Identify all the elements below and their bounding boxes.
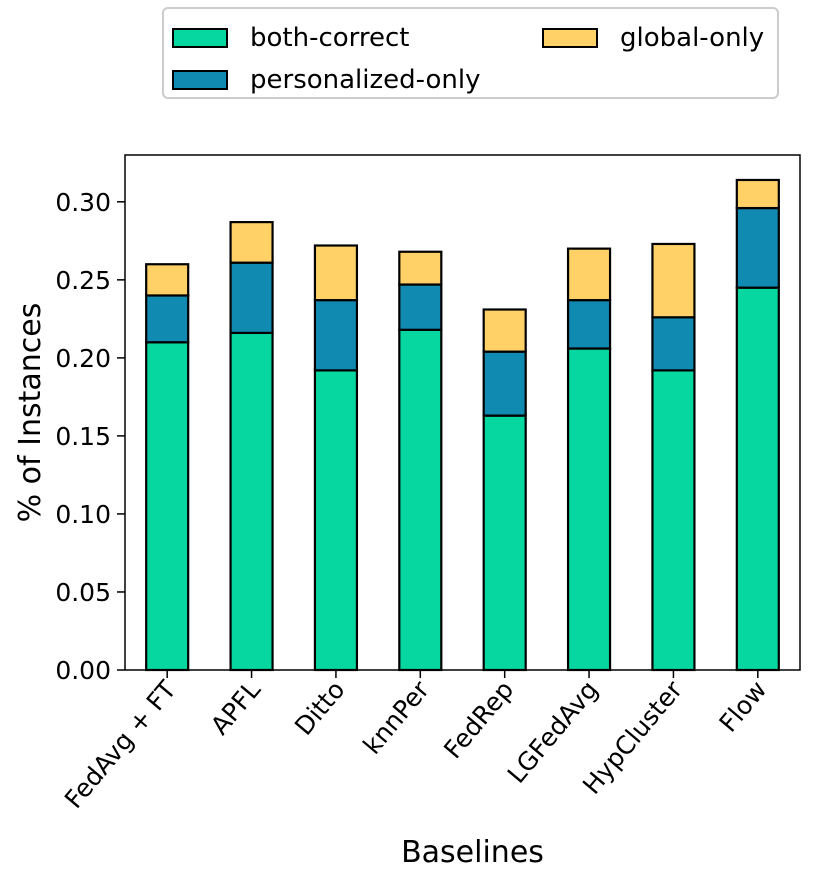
bar-global-only [651, 242, 696, 319]
bar-personalized-only [229, 261, 274, 335]
x-axis-label: Baselines [401, 835, 544, 870]
legend-label-personalized-only: personalized-only [250, 65, 481, 95]
x-tick-label: FedRep [438, 675, 519, 764]
bar-both-correct [651, 369, 696, 672]
y-tick-label: 0.25 [55, 266, 111, 295]
legend-entry-personalized-only: personalized-only [172, 65, 481, 95]
x-axis: FedAvg + FT APFL Ditto knnPer FedRepLGFedAvg… [59, 670, 773, 814]
bar-global-only [145, 263, 190, 297]
bar-both-correct [313, 369, 359, 672]
bar-global-only [566, 247, 612, 302]
x-tick-label: Flow [714, 675, 773, 737]
legend-label-both-correct: both-correct [250, 23, 410, 53]
bar-personalized-only [482, 350, 527, 417]
bar-personalized-only [566, 299, 612, 350]
x-tick-label: Ditto [289, 675, 350, 740]
y-tick-label: 0.20 [55, 344, 111, 373]
bar-personalized-only [651, 316, 696, 372]
bar-personalized-only [313, 299, 359, 372]
bar-global-only [398, 250, 443, 286]
legend-entry-both-correct: both-correct [172, 23, 410, 53]
bar-both-correct [398, 328, 443, 672]
bar-both-correct [735, 286, 780, 672]
y-axis: 0.00 0.05 0.10 0.15 0.20 0.25 0.30 [55, 188, 125, 685]
y-tick-label: 0.00 [55, 656, 111, 685]
bar-global-only [735, 178, 780, 210]
x-tick-label: knnPer [357, 675, 435, 760]
bar-global-only [482, 308, 527, 353]
y-axis-label: % of Instances [13, 303, 48, 523]
y-tick-label: 0.05 [55, 578, 111, 607]
y-tick-label: 0.15 [55, 422, 111, 451]
legend-swatch-personalized-only [172, 70, 228, 90]
bar-global-only [313, 244, 359, 302]
legend: both-correct personalized-only global-on… [162, 7, 779, 99]
bars-group [145, 178, 780, 672]
bar-both-correct [145, 341, 190, 672]
bar-personalized-only [735, 206, 780, 289]
bar-personalized-only [145, 294, 190, 344]
legend-entry-global-only: global-only [542, 23, 764, 53]
bar-personalized-only [398, 283, 443, 331]
legend-swatch-both-correct [172, 28, 228, 48]
legend-label-global-only: global-only [620, 23, 765, 53]
y-tick-label: 0.30 [55, 188, 111, 217]
x-tick-label: FedAvg + FT [59, 675, 182, 814]
bar-both-correct [566, 347, 612, 672]
plot-frame [124, 154, 801, 671]
x-tick-label: APFL [205, 675, 266, 740]
y-tick-label: 0.10 [55, 500, 111, 529]
legend-swatch-global-only [542, 28, 598, 48]
bar-global-only [229, 221, 274, 264]
bar-both-correct [229, 331, 274, 672]
bar-both-correct [482, 414, 527, 672]
